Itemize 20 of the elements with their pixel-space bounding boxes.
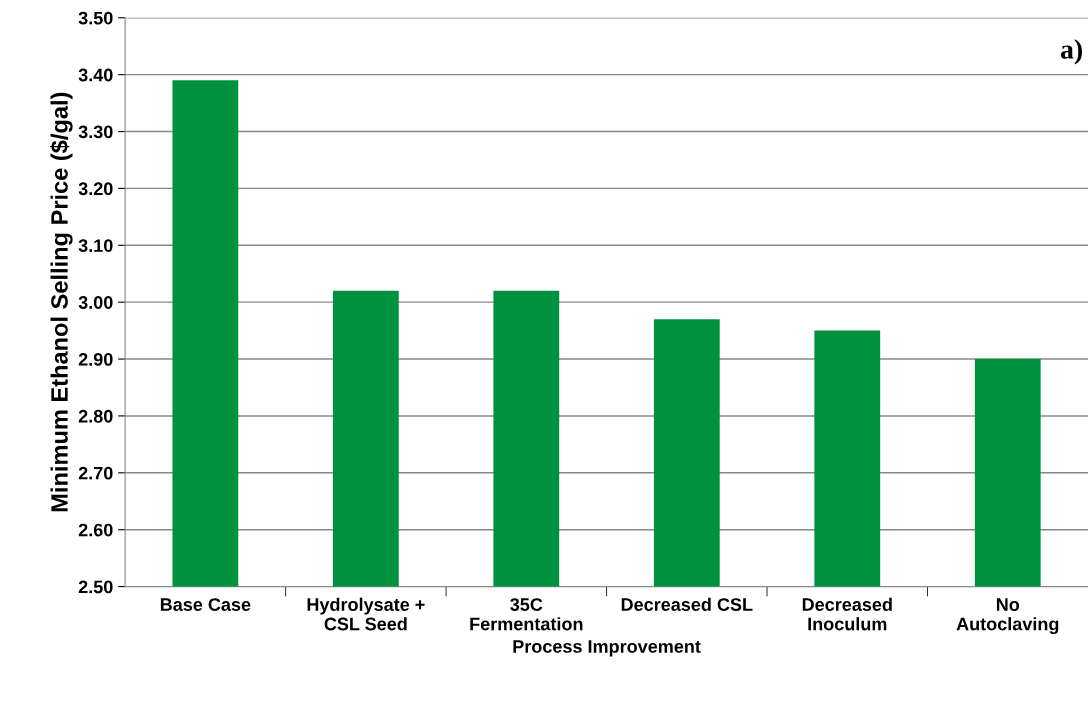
- y-tick-label: 2.80: [78, 409, 113, 423]
- x-axis-title: Process Improvement: [513, 640, 701, 657]
- annotation: a): [1060, 39, 1082, 65]
- y-tick-label: 3.00: [78, 296, 113, 309]
- y-tick-label: 3.50: [78, 11, 113, 25]
- y-tick-label: 3.30: [78, 125, 113, 139]
- x-tick-label: 35C Fermentation: [470, 598, 583, 631]
- y-tick-label: 2.90: [78, 352, 113, 366]
- y-tick-label: 2.60: [78, 523, 113, 537]
- x-tick-label: Base Case: [160, 598, 251, 611]
- y-axis-title: Minimum Ethanol Selling Price ($/gal): [50, 92, 73, 512]
- y-tick-label: 2.70: [78, 466, 113, 480]
- x-tick-label: Hydrolysate + CSL Seed: [307, 597, 425, 631]
- y-tick-label: 3.10: [78, 239, 113, 253]
- x-tick-label: Decreased CSL: [621, 597, 753, 611]
- y-tick-label: 2.50: [78, 580, 113, 594]
- y-tick-label: 3.40: [78, 68, 113, 82]
- y-tick-label: 3.20: [78, 182, 113, 196]
- x-tick-label: Decreased Inoculum: [802, 597, 892, 631]
- x-tick-label: No Autoclaving: [956, 598, 1059, 635]
